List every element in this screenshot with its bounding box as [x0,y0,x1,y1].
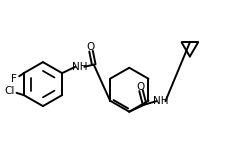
Text: NH: NH [72,62,87,72]
Text: NH: NH [153,96,168,106]
Text: Cl: Cl [4,86,15,96]
Text: F: F [11,74,17,84]
Text: O: O [86,42,94,52]
Text: O: O [136,82,144,92]
